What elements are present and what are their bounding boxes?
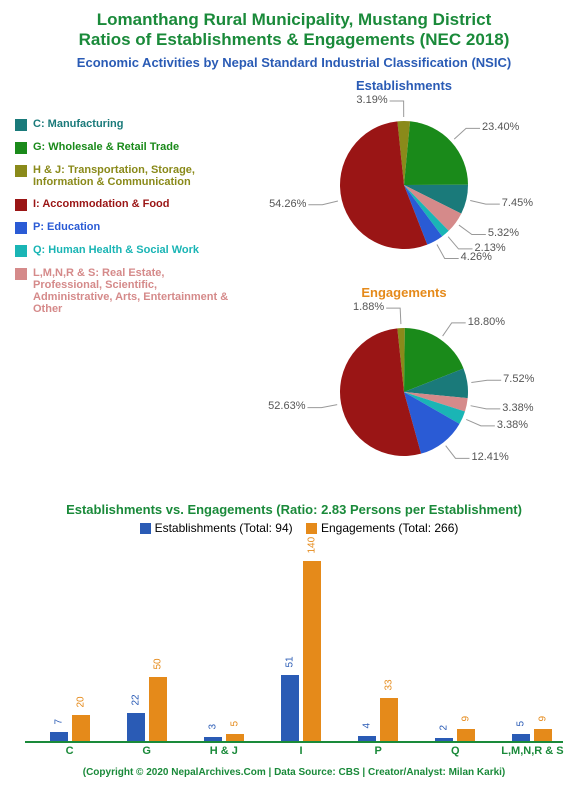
bar-eng-value: 9: [538, 716, 549, 722]
infographic: Lomanthang Rural Municipality, Mustang D…: [0, 0, 588, 788]
bar-est: [204, 737, 222, 741]
category-label: G: [112, 745, 182, 757]
bar-est: [435, 738, 453, 741]
legend-swatch: [15, 245, 27, 257]
pie-svg: [244, 95, 564, 275]
subtitle: Economic Activities by Nepal Standard In…: [15, 55, 573, 70]
bar-eng-value: 140: [307, 537, 318, 554]
bar-eng: [457, 729, 475, 741]
swatch-eng: [306, 523, 317, 534]
pie2-title: Engagements: [361, 285, 446, 300]
top-section: C: Manufacturing G: Wholesale & Retail Tr…: [15, 78, 573, 492]
legend-item: H & J: Transportation, Storage, Informat…: [15, 164, 235, 188]
bar-est: [127, 713, 145, 741]
category-row: CGH & JIPQL,M,N,R & S: [25, 743, 563, 761]
bar-est-value: 5: [516, 721, 527, 727]
pie2: 1.88%18.80%7.52%3.38%3.38%12.41%52.63%: [244, 302, 564, 482]
pie-svg: [244, 302, 564, 482]
legend-label: L,M,N,R & S: Real Estate, Professional, …: [33, 267, 235, 315]
bar-eng-value: 9: [461, 716, 472, 722]
legend-item: L,M,N,R & S: Real Estate, Professional, …: [15, 267, 235, 315]
bar-eng: [380, 698, 398, 740]
bar-eng: [226, 734, 244, 740]
legend-label: H & J: Transportation, Storage, Informat…: [33, 164, 235, 188]
bar-est-value: 22: [130, 694, 141, 705]
bar-est-value: 4: [362, 723, 373, 729]
bar-eng-value: 5: [229, 721, 240, 727]
legend-item: G: Wholesale & Retail Trade: [15, 141, 235, 154]
legend-label: C: Manufacturing: [33, 118, 123, 130]
title-line2: Ratios of Establishments & Engagements (…: [79, 30, 510, 49]
legend-label: I: Accommodation & Food: [33, 198, 169, 210]
bar-eng: [149, 677, 167, 741]
pie1: 3.19%23.40%7.45%5.32%2.13%4.26%54.26%: [244, 95, 564, 275]
main-title: Lomanthang Rural Municipality, Mustang D…: [15, 10, 573, 51]
bar-est: [512, 734, 530, 740]
legend-item: P: Education: [15, 221, 235, 234]
bar-est-value: 3: [207, 724, 218, 730]
bar-eng: [534, 729, 552, 741]
category-label: I: [266, 745, 336, 757]
category-label: L,M,N,R & S: [497, 745, 567, 757]
bar-est: [50, 732, 68, 741]
pies-column: Establishments 3.19%23.40%7.45%5.32%2.13…: [235, 78, 573, 492]
bar-eng: [303, 561, 321, 741]
legend-swatch: [15, 222, 27, 234]
legend-item: I: Accommodation & Food: [15, 198, 235, 211]
bar-title: Establishments vs. Engagements (Ratio: 2…: [15, 502, 573, 517]
legend-eng: Engagements (Total: 266): [321, 521, 458, 535]
bar-est-value: 7: [53, 719, 64, 725]
legend-swatch: [15, 142, 27, 154]
bar-est: [358, 736, 376, 741]
category-label: P: [343, 745, 413, 757]
legend-swatch: [15, 119, 27, 131]
legend-est: Establishments (Total: 94): [155, 521, 293, 535]
legend-swatch: [15, 165, 27, 177]
category-label: C: [35, 745, 105, 757]
legend-label: P: Education: [33, 221, 100, 233]
bar-est-value: 2: [439, 725, 450, 731]
category-label: H & J: [189, 745, 259, 757]
bar-chart: 720225035511404332959: [25, 541, 563, 743]
bar-eng-value: 50: [152, 658, 163, 669]
bar-legend: Establishments (Total: 94) Engagements (…: [15, 521, 573, 535]
category-label: Q: [420, 745, 490, 757]
legend-swatch: [15, 199, 27, 211]
legend: C: Manufacturing G: Wholesale & Retail Tr…: [15, 78, 235, 492]
bar-est-value: 51: [285, 657, 296, 668]
pie1-title: Establishments: [356, 78, 452, 93]
pie-slice: [404, 121, 468, 185]
legend-item: C: Manufacturing: [15, 118, 235, 131]
swatch-est: [140, 523, 151, 534]
legend-swatch: [15, 268, 27, 280]
legend-label: Q: Human Health & Social Work: [33, 244, 199, 256]
footer: (Copyright © 2020 NepalArchives.Com | Da…: [15, 767, 573, 778]
bar-eng: [72, 715, 90, 741]
bar-est: [281, 675, 299, 741]
legend-item: Q: Human Health & Social Work: [15, 244, 235, 257]
bar-eng-value: 33: [384, 680, 395, 691]
legend-label: G: Wholesale & Retail Trade: [33, 141, 179, 153]
bar-eng-value: 20: [75, 696, 86, 707]
title-line1: Lomanthang Rural Municipality, Mustang D…: [97, 10, 492, 29]
